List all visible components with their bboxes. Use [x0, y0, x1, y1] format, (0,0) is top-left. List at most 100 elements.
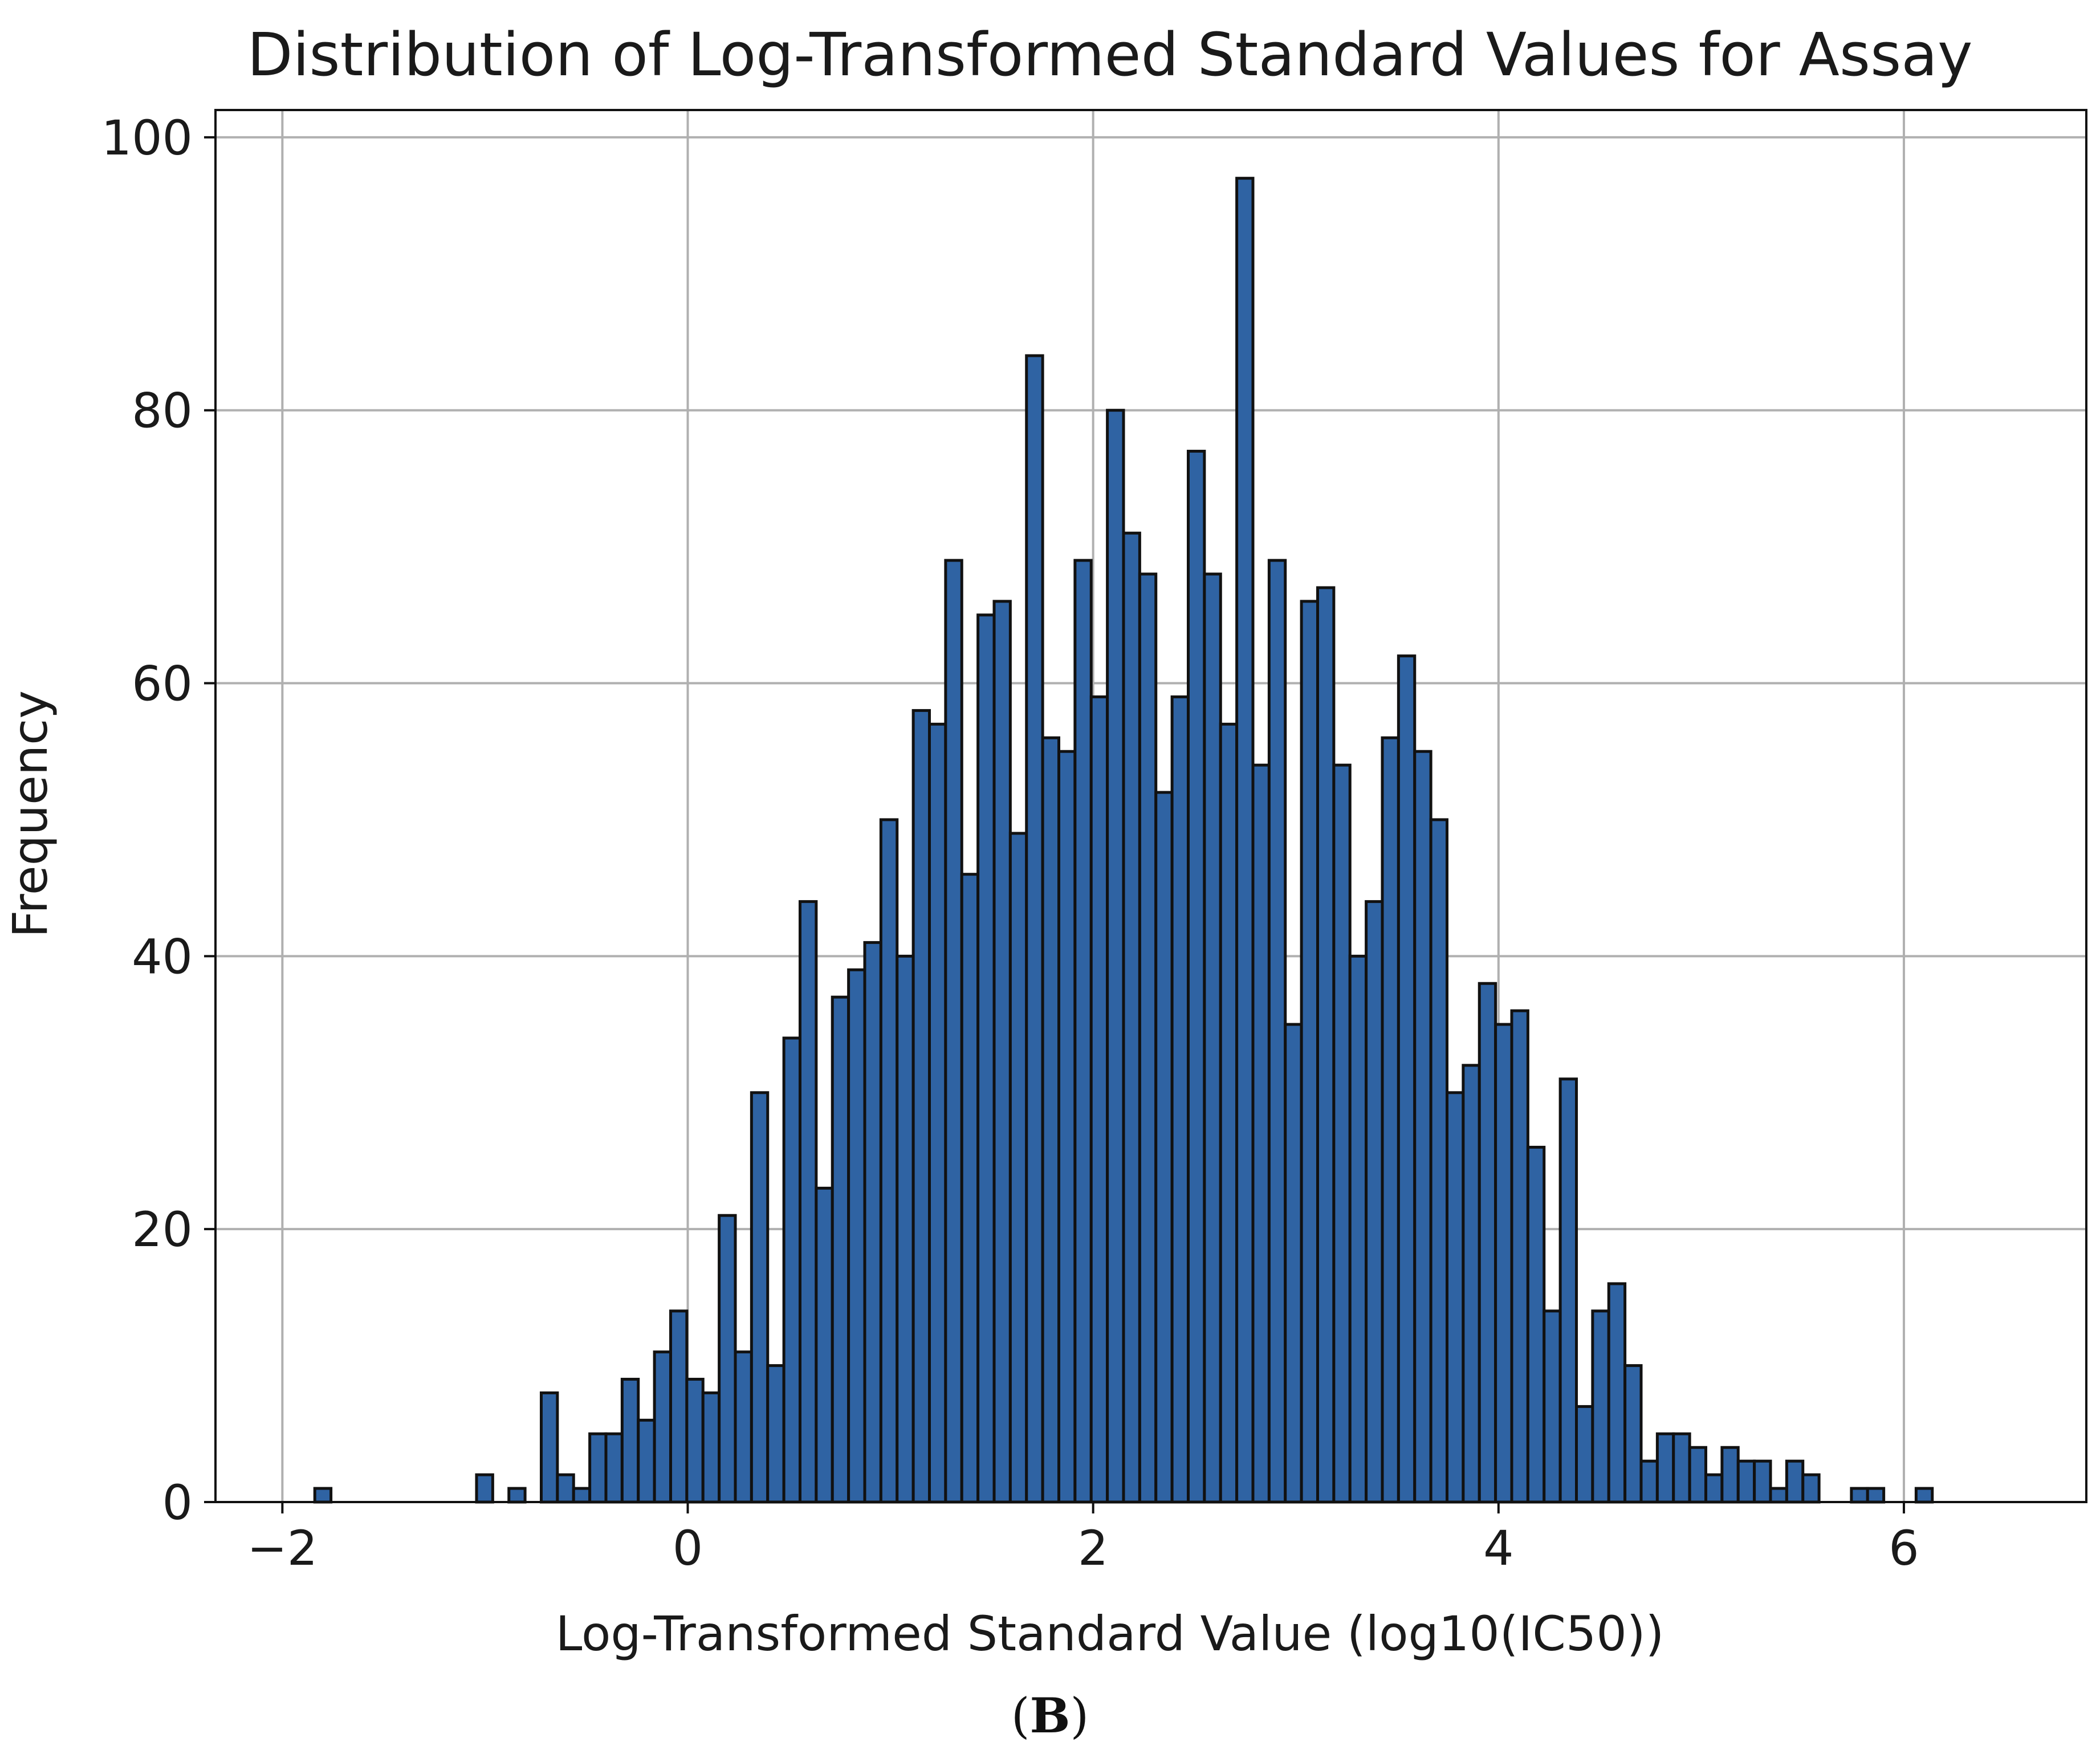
histogram-bar: [879, 818, 899, 1504]
histogram-bar: [1203, 572, 1222, 1504]
histogram-bar: [1607, 1282, 1627, 1504]
histogram-bar: [701, 1391, 721, 1504]
x-tick-label: 6: [1889, 1520, 1919, 1576]
histogram-bar: [1397, 654, 1417, 1504]
histogram-bar: [831, 995, 850, 1504]
histogram-bar: [1429, 818, 1449, 1504]
histogram-bar: [1170, 695, 1190, 1504]
histogram-bar: [1510, 1009, 1529, 1504]
histogram-bar: [1914, 1487, 1934, 1504]
histogram-bar: [1073, 559, 1093, 1504]
histogram-bar: [1753, 1459, 1772, 1504]
histogram-bar: [313, 1487, 333, 1504]
histogram-bar: [1267, 559, 1287, 1504]
histogram-bar: [1446, 1091, 1465, 1504]
histogram-bar: [1478, 982, 1497, 1504]
histogram-bar: [815, 1186, 834, 1504]
histogram-bar: [863, 941, 882, 1504]
histogram-bar: [1543, 1309, 1562, 1504]
histogram-bar: [1284, 1023, 1303, 1504]
histogram-bar: [1672, 1432, 1691, 1504]
histogram-bar: [556, 1473, 575, 1504]
histogram-bar: [1365, 900, 1384, 1504]
histogram-bar: [1008, 832, 1028, 1504]
histogram-bar: [1526, 1146, 1546, 1504]
histogram-bar: [1057, 750, 1077, 1504]
histogram-bar: [766, 1364, 786, 1504]
histogram-bar: [604, 1432, 624, 1504]
histogram-bar: [1089, 695, 1109, 1504]
y-tick-label: 100: [101, 110, 193, 166]
panel-label: (B): [1011, 1687, 1089, 1744]
histogram-bar: [1639, 1459, 1659, 1504]
histogram-bar: [1720, 1446, 1740, 1504]
y-tick-label: 20: [132, 1202, 193, 1258]
histogram-bar: [750, 1091, 770, 1504]
chart-title: Distribution of Log-Transformed Standard…: [247, 20, 1972, 89]
histogram-bar: [1138, 572, 1158, 1504]
histogram-bar: [1655, 1432, 1675, 1504]
histogram-bar: [1704, 1473, 1724, 1504]
histogram-bar: [1316, 586, 1336, 1504]
histogram-bar: [1122, 531, 1141, 1504]
histogram-bar: [1688, 1446, 1708, 1504]
histogram-bar: [976, 613, 996, 1504]
histogram-bar: [1300, 600, 1319, 1504]
histogram-bar: [1332, 763, 1352, 1504]
histogram-bar: [847, 968, 866, 1504]
histogram-bar: [798, 900, 818, 1504]
histogram-bar: [653, 1350, 672, 1504]
histogram-bar: [1494, 1023, 1513, 1504]
y-tick-label: 80: [132, 383, 193, 439]
histogram-bar: [944, 559, 963, 1504]
histogram-bar: [572, 1487, 592, 1504]
histogram-bar: [669, 1309, 689, 1504]
histogram-bar: [911, 709, 931, 1504]
histogram-bar: [1025, 354, 1044, 1504]
histogram-bar: [620, 1378, 640, 1504]
y-tick-label: 40: [132, 929, 193, 984]
histogram-bar: [896, 954, 915, 1504]
histogram-bar: [718, 1214, 737, 1504]
y-tick-label: 0: [162, 1475, 193, 1531]
x-tick-label: 4: [1483, 1520, 1513, 1576]
x-tick-label: −2: [247, 1520, 318, 1576]
histogram-bar: [960, 873, 980, 1504]
histogram-bar: [1235, 177, 1255, 1504]
x-axis-label: Log-Transformed Standard Value (log10(IC…: [556, 1606, 1664, 1662]
y-tick-label: 60: [132, 656, 193, 712]
histogram-bar: [1575, 1405, 1594, 1504]
x-tick-label: 0: [673, 1520, 703, 1576]
histogram-bar: [539, 1391, 559, 1504]
histogram-bar: [1348, 954, 1368, 1504]
histogram-bar: [1413, 750, 1432, 1504]
histogram-bar: [685, 1378, 705, 1504]
histogram-bar: [1623, 1364, 1643, 1504]
histogram-bar: [1251, 763, 1271, 1504]
histogram-bar: [1219, 722, 1239, 1504]
histogram-bar: [1591, 1309, 1610, 1504]
histogram-bar: [637, 1418, 656, 1504]
histogram-bar: [1785, 1459, 1805, 1504]
x-tick-label: 2: [1078, 1520, 1108, 1576]
histogram-bar: [1850, 1487, 1869, 1504]
histogram-bar: [475, 1473, 494, 1504]
y-axis-label: Frequency: [2, 690, 58, 938]
histogram-bar: [1154, 791, 1174, 1504]
histogram-bar: [1186, 450, 1206, 1504]
histogram-bars: [313, 177, 1934, 1504]
histogram-bar: [1462, 1064, 1481, 1504]
histogram-bar: [927, 722, 947, 1504]
histogram-bar: [992, 600, 1012, 1504]
histogram-bar: [1769, 1487, 1788, 1504]
histogram-bar: [1558, 1077, 1578, 1504]
histogram-bar: [1041, 736, 1060, 1504]
histogram-bar: [782, 1036, 801, 1504]
histogram-bar: [1381, 736, 1400, 1504]
histogram-bar: [1106, 409, 1125, 1504]
histogram-bar: [734, 1350, 753, 1504]
histogram-bar: [1801, 1473, 1821, 1504]
histogram-bar: [507, 1487, 527, 1504]
